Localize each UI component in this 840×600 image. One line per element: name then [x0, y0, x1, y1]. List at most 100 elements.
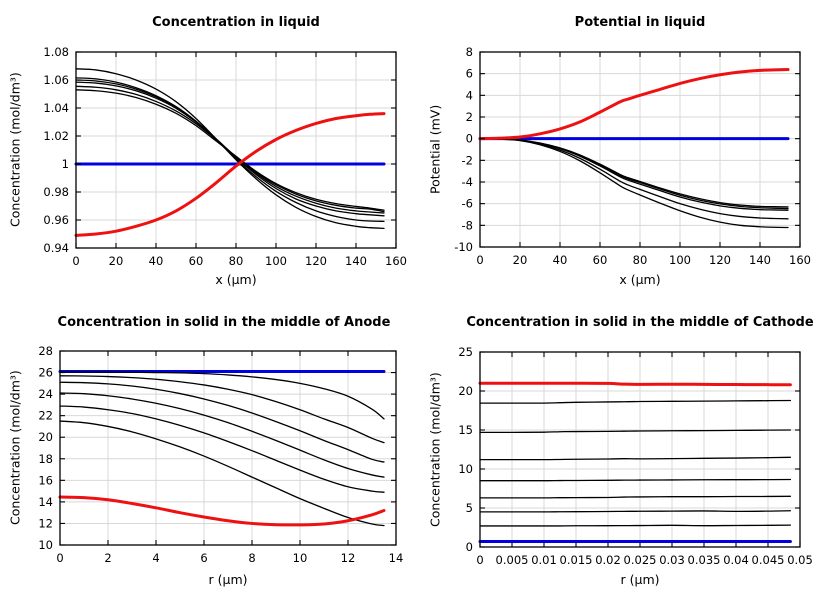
x-tick-label: 0: [72, 254, 79, 268]
y-tick-label: 14: [38, 495, 53, 509]
series-black-6: [75, 89, 385, 211]
x-tick-label: 20: [109, 254, 124, 268]
x-tick-label: 60: [593, 253, 608, 267]
y-tick-label: -6: [462, 197, 473, 211]
x-tick-label: 160: [385, 254, 407, 268]
y-tick-label: 0: [466, 540, 473, 554]
y-tick-label: 28: [38, 344, 53, 358]
y-tick-label: 1.04: [43, 101, 69, 115]
x-tick-label: 0.045: [752, 553, 785, 567]
x-tick-label: 140: [345, 254, 367, 268]
y-tick-label: 0.94: [43, 241, 69, 255]
y-tick-label: 26: [38, 366, 53, 380]
x-tick-label: 120: [305, 254, 327, 268]
x-tick-label: 0.03: [659, 553, 685, 567]
y-tick-label: 10: [458, 462, 473, 476]
series-black-1: [479, 399, 792, 404]
x-tick-label: 40: [553, 253, 568, 267]
plot-title: Concentration in liquid: [152, 15, 320, 30]
y-tick-label: -4: [462, 175, 473, 189]
y-tick-label: 2: [466, 110, 473, 124]
x-tick-label: 12: [341, 551, 356, 565]
plot-title: Concentration in solid in the middle of …: [466, 315, 814, 330]
x-tick-label: 0: [56, 551, 63, 565]
series-final-red: [74, 112, 386, 237]
x-axis-label: x (µm): [619, 272, 661, 287]
x-tick-label: 14: [389, 551, 404, 565]
x-tick-label: 8: [248, 551, 255, 565]
plot-canvas: 0 0.005 0.01 0.015 0.02 0.025 0.03 0.035 0.04 0.0…: [458, 345, 813, 567]
series-black-2: [75, 77, 385, 223]
series-black-3: [59, 381, 385, 463]
x-tick-label: 0: [476, 553, 483, 567]
series-final-red: [478, 381, 792, 387]
series-black-4: [75, 81, 385, 214]
series-black-5: [59, 405, 385, 493]
x-axis-label: r (µm): [620, 572, 660, 587]
x-tick-label: 80: [633, 253, 648, 267]
y-tick-label: 4: [466, 88, 473, 102]
y-tick-label: 1.06: [43, 73, 69, 87]
series-black-6: [59, 420, 385, 527]
x-tick-label: 120: [709, 253, 731, 267]
series-black-5: [479, 138, 789, 229]
y-tick-label: 1: [62, 157, 69, 171]
x-tick-label: 6: [200, 551, 207, 565]
plot-concentration-liquid: Concentration in liquid Concentration (m…: [0, 0, 420, 300]
x-tick-label: 140: [749, 253, 771, 267]
series-final-red: [478, 68, 790, 141]
plot-potential-liquid: Potential in liquid Potential (mV) 0 20 40…: [420, 0, 840, 300]
y-tick-label: -10: [454, 240, 473, 254]
y-tick-label: 12: [38, 516, 53, 530]
x-tick-label: 0.01: [531, 553, 557, 567]
x-axis-label: r (µm): [208, 572, 248, 587]
y-tick-label: 24: [38, 387, 53, 401]
y-tick-label: 22: [38, 409, 53, 423]
x-tick-label: 0.05: [787, 553, 813, 567]
y-tick-label: 20: [458, 384, 473, 398]
y-tick-label: 5: [466, 501, 473, 515]
y-tick-label: -8: [462, 218, 473, 232]
plot-title: Potential in liquid: [574, 15, 706, 30]
x-tick-label: 0: [476, 253, 483, 267]
series-final-red: [58, 495, 386, 527]
series-black-2: [479, 429, 792, 434]
x-tick-label: 160: [789, 253, 811, 267]
series-black-5: [479, 495, 792, 499]
series-black-7: [479, 524, 792, 527]
y-tick-label: 0: [466, 132, 473, 146]
series-black-4: [59, 392, 385, 478]
x-axis-label: x (µm): [215, 272, 257, 287]
x-tick-label: 0.005: [496, 553, 529, 567]
y-tick-label: 15: [458, 423, 473, 437]
y-tick-label: 10: [38, 538, 53, 552]
x-tick-label: 0.015: [560, 553, 593, 567]
y-tick-label: 0.98: [43, 185, 69, 199]
x-tick-label: 40: [149, 254, 164, 268]
series-black-1: [479, 138, 789, 208]
x-tick-label: 60: [189, 254, 204, 268]
y-tick-label: 18: [38, 452, 53, 466]
plot-title: Concentration in solid in the middle of …: [57, 315, 391, 330]
y-tick-label: 25: [458, 345, 473, 359]
x-tick-label: 100: [669, 253, 691, 267]
x-tick-label: 0.035: [688, 553, 721, 567]
y-tick-label: -2: [462, 153, 473, 167]
series-black-3: [479, 456, 792, 461]
series-black-2: [479, 138, 789, 210]
series-black-1: [59, 371, 385, 420]
series-black-3: [479, 138, 789, 211]
x-tick-label: 20: [513, 253, 528, 267]
x-tick-label: 0.02: [595, 553, 621, 567]
y-tick-label: 6: [466, 67, 473, 81]
y-tick-label: 0.96: [43, 213, 69, 227]
x-tick-label: 0.04: [723, 553, 749, 567]
series-black-6: [479, 510, 792, 513]
y-tick-label: 20: [38, 430, 53, 444]
plot-canvas: 0 20 40 60 80 100 120 140 160 -10 -8 -6 -4 -2 0 2 4 6 8: [454, 45, 811, 267]
series-black-2: [59, 375, 385, 444]
x-tick-label: 0.025: [624, 553, 657, 567]
y-tick-label: 1.08: [43, 45, 69, 59]
